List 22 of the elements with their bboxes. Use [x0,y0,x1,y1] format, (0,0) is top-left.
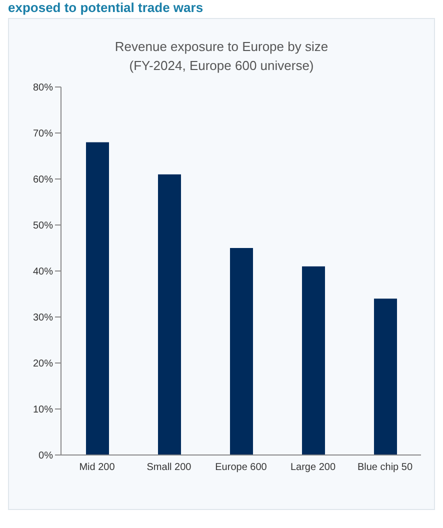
x-tick-label: Blue chip 50 [357,462,413,474]
bar [302,266,325,455]
x-tick-label: Europe 600 [215,462,268,474]
chart-subtitle: (FY-2024, Europe 600 universe) [128,57,315,75]
y-tick-label: 20% [32,358,54,370]
bar [374,298,397,455]
y-tick-label: 10% [32,404,54,416]
y-tick-label: 40% [32,266,54,278]
x-tick-label: Mid 200 [79,462,116,474]
bar [230,248,253,455]
text: exposed to potential trade wars [8,0,204,15]
bar [158,174,181,455]
y-tick-label: 0% [38,450,54,462]
x-tick-label: Small 200 [146,462,192,474]
y-tick-label: 80% [32,82,54,94]
y-tick-label: 70% [32,128,54,140]
y-tick-label: 50% [32,220,54,232]
bar [86,142,109,455]
chart-title: Revenue exposure to Europe by size [114,38,330,56]
x-tick-label: Large 200 [290,462,336,474]
y-tick-label: 30% [32,312,54,324]
y-tick-label: 60% [32,174,54,186]
